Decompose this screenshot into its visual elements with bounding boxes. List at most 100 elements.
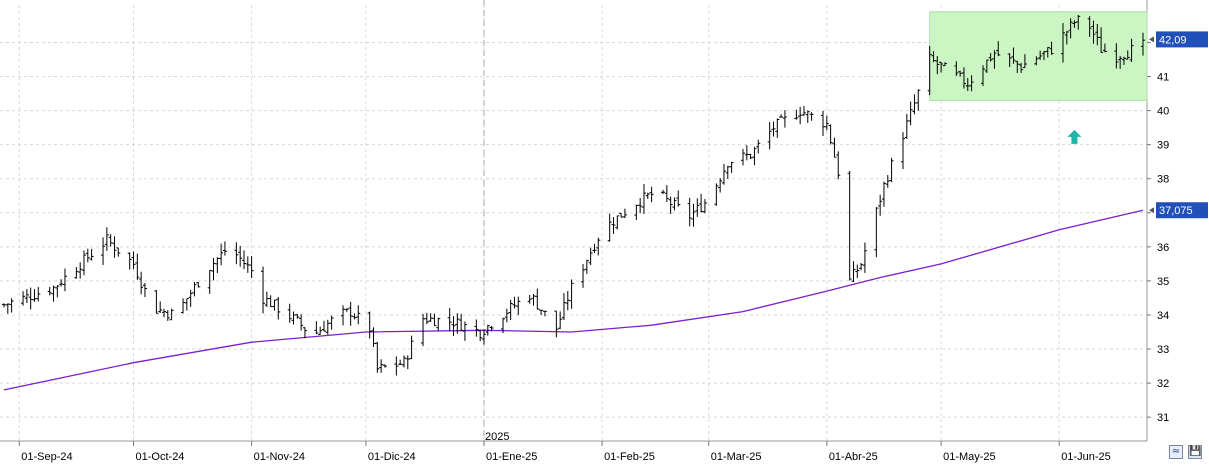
ohlc-bar (931, 51, 936, 63)
ohlc-bar (961, 67, 966, 89)
chart-overlays: 42,09 37,075 (1067, 31, 1208, 219)
ohlc-bar (51, 285, 56, 302)
ohlc-bar (916, 89, 921, 111)
ohlc-bar (847, 171, 852, 281)
ohlc-bar (1061, 23, 1066, 63)
ohlc-bar (821, 110, 826, 137)
ohlc-bar (1076, 14, 1081, 30)
ohlc-bar (341, 305, 346, 326)
ohlc-bar (1011, 47, 1016, 64)
ohlc-bar (222, 241, 227, 256)
ohlc-bar (901, 132, 906, 170)
ohlc-bar (1121, 56, 1126, 65)
ohlc-bar (428, 313, 433, 322)
ohlc-bar (1022, 54, 1027, 69)
ohlc-bar (184, 298, 189, 311)
ohlc-bar (261, 266, 266, 314)
ohlc-bar (512, 296, 517, 309)
ohlc-bar (641, 184, 646, 214)
ohlc-bar (62, 268, 67, 292)
ohlc-bar (1118, 55, 1123, 69)
ohlc-bar (81, 250, 86, 276)
ohlc-bar (249, 256, 254, 279)
ohlc-bar (196, 281, 201, 288)
ohlc-bar (615, 215, 620, 230)
ohlc-bar (771, 121, 776, 137)
ohlc-bar (611, 217, 616, 234)
ohlc-bar (165, 310, 170, 321)
ohlc-bar (801, 105, 806, 116)
ohlc-bar (501, 317, 506, 334)
ohlc-bar (127, 252, 132, 270)
ohlc-bar (622, 208, 627, 219)
ohlc-bar (527, 294, 532, 304)
ohlc-bar (1007, 53, 1012, 67)
ohlc-bar (1091, 20, 1096, 44)
ohlc-bar (748, 153, 753, 160)
range-box (929, 11, 1148, 101)
ohlc-bar (661, 189, 666, 195)
ohlc-bar (885, 175, 890, 188)
ohlc-bar (287, 303, 292, 323)
ohlc-bar (459, 313, 464, 332)
ohlc-bar (775, 118, 780, 138)
ohlc-bar (489, 326, 494, 332)
x-tick-label: 01-Abr-25 (829, 451, 878, 463)
ohlc-bar (188, 289, 193, 307)
ohlc-bar (908, 101, 913, 126)
ohlc-bar (356, 305, 361, 325)
ohlc-bar (375, 341, 380, 373)
y-tick-label: 34 (1157, 310, 1169, 322)
y-tick-label: 33 (1157, 344, 1169, 356)
ohlc-bar (535, 288, 540, 310)
ohlc-bar (302, 327, 307, 339)
ohlc-bar (234, 242, 239, 265)
ohlc-bar (47, 286, 52, 296)
ohlc-bar (542, 310, 547, 317)
y-tick-label: 31 (1157, 412, 1169, 424)
y-tick-label: 36 (1157, 242, 1169, 254)
ohlc-bar (939, 61, 944, 73)
ohlc-bar (668, 196, 673, 215)
ohlc-bar (139, 271, 144, 295)
ohlc-bar (241, 250, 246, 270)
ohlc-bar (851, 261, 856, 282)
ohlc-bar (539, 309, 544, 315)
ohlc-bar (638, 197, 643, 214)
ohlc-bar (161, 308, 166, 318)
ohlc-bar (142, 283, 147, 298)
ohlc-bar (954, 61, 959, 77)
ohlc-bar (1049, 41, 1054, 55)
ohlc-bar (158, 301, 163, 314)
save-icon[interactable]: 💾 (1188, 445, 1202, 459)
ohlc-bar (108, 234, 113, 247)
ohlc-bar (421, 313, 426, 347)
ohlc-bar (889, 157, 894, 183)
x-tick-label: 01-May-25 (943, 451, 996, 463)
panel-toggle-icon[interactable]: ≈ (1169, 445, 1183, 459)
ohlc-bar (588, 247, 593, 266)
ohlc-bar (912, 94, 917, 115)
ohlc-bar (318, 326, 323, 335)
y-tick-label: 38 (1157, 174, 1169, 186)
ohlc-bar (649, 186, 654, 203)
ohlc-bar (21, 291, 26, 306)
ohlc-bar (874, 207, 879, 258)
ohlc-bar (211, 257, 216, 281)
ohlc-bar (607, 213, 612, 242)
moving-average-layer (3, 209, 1144, 391)
ohlc-bar (455, 313, 460, 334)
ohlc-bar (169, 308, 174, 321)
y-tick-label: 32 (1157, 378, 1169, 390)
ohlc-bar (1125, 50, 1130, 60)
y-tick-label: 41 (1157, 72, 1169, 84)
ohlc-bar (348, 301, 353, 326)
ohlc-bar (744, 145, 749, 161)
ohlc-bar (691, 203, 696, 227)
ohlc-bar (295, 313, 300, 319)
ohlc-bar (1087, 16, 1092, 37)
ohlc-bar (394, 356, 399, 376)
x-tick-label: 01-Mar-25 (711, 451, 762, 463)
ohlc-bar (725, 165, 730, 179)
